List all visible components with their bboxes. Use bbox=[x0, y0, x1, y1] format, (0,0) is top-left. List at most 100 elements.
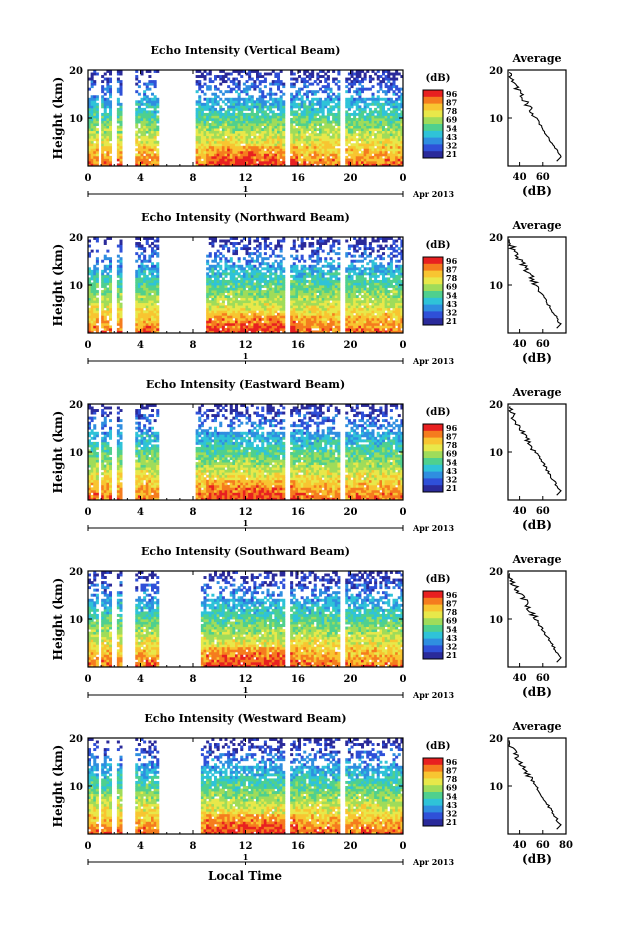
heatmap-cell bbox=[208, 242, 212, 245]
heatmap-cell bbox=[140, 120, 144, 124]
heatmap-cell bbox=[337, 295, 341, 299]
heatmap-cell bbox=[240, 118, 244, 121]
heatmap-cell bbox=[229, 315, 233, 319]
heatmap-cell bbox=[313, 264, 317, 268]
heatmap-cell bbox=[227, 105, 231, 109]
heatmap-cell bbox=[219, 239, 223, 243]
heatmap-cell bbox=[224, 312, 228, 316]
heatmap-cell bbox=[219, 290, 223, 293]
x-tick-label: 16 bbox=[291, 173, 305, 184]
heatmap-cell bbox=[151, 310, 155, 314]
heatmap-cell bbox=[261, 330, 265, 334]
heatmap-cell bbox=[332, 274, 336, 278]
heatmap-cell bbox=[240, 285, 244, 288]
heatmap-cell bbox=[298, 87, 302, 91]
heatmap-cell bbox=[300, 310, 304, 314]
heatmap-cell bbox=[334, 322, 338, 326]
heatmap-cell bbox=[313, 322, 317, 326]
heatmap-cell bbox=[290, 85, 294, 89]
heatmap-cell bbox=[216, 302, 220, 306]
heatmap-cell bbox=[295, 118, 299, 121]
heatmap-cell bbox=[382, 112, 386, 116]
heatmap-cell bbox=[382, 97, 386, 101]
heatmap-cell bbox=[145, 285, 149, 288]
heatmap-cell bbox=[153, 252, 157, 256]
heatmap-cell bbox=[263, 282, 267, 286]
heatmap-cell bbox=[355, 70, 359, 73]
heatmap-cell bbox=[263, 292, 267, 296]
heatmap-cell bbox=[279, 264, 283, 268]
heatmap-cell bbox=[156, 305, 160, 309]
heatmap-cell bbox=[203, 128, 207, 132]
heatmap-cell bbox=[337, 155, 341, 159]
heatmap-cell bbox=[256, 130, 260, 134]
heatmap-cell bbox=[261, 105, 265, 109]
heatmap-cell bbox=[303, 290, 307, 293]
heatmap-cell bbox=[200, 143, 204, 147]
heatmap-cell bbox=[195, 160, 199, 164]
heatmap-cell bbox=[240, 307, 244, 311]
heatmap-cell bbox=[119, 272, 123, 276]
heatmap-cell bbox=[298, 272, 302, 276]
heatmap-cell bbox=[305, 267, 309, 271]
heatmap-cell bbox=[119, 145, 123, 149]
heatmap-cell bbox=[321, 128, 325, 132]
heatmap-cell bbox=[237, 143, 241, 147]
heatmap-cell bbox=[116, 320, 120, 324]
heatmap-cell bbox=[109, 112, 113, 116]
heatmap-cell bbox=[137, 85, 141, 89]
heatmap-cell bbox=[274, 307, 278, 311]
heatmap-cell bbox=[235, 330, 239, 334]
heatmap-cell bbox=[116, 244, 120, 248]
heatmap-cell bbox=[321, 120, 325, 124]
heatmap-cell bbox=[109, 267, 113, 271]
heatmap-cell bbox=[334, 150, 338, 154]
heatmap-cell bbox=[211, 272, 215, 276]
heatmap-cell bbox=[137, 325, 141, 329]
heatmap-cell bbox=[305, 110, 309, 114]
heatmap-cell bbox=[358, 130, 362, 134]
heatmap-cell bbox=[135, 110, 139, 114]
heatmap-cell bbox=[347, 160, 351, 164]
heatmap-cell bbox=[250, 297, 254, 301]
heatmap-cell bbox=[250, 267, 254, 271]
heatmap-cell bbox=[337, 163, 341, 167]
heatmap-cell bbox=[334, 158, 338, 162]
heatmap-cell bbox=[261, 267, 265, 271]
heatmap-cell bbox=[347, 145, 351, 149]
heatmap-cell bbox=[103, 279, 107, 283]
heatmap-cell bbox=[93, 123, 97, 126]
heatmap-cell bbox=[229, 307, 233, 311]
heatmap-cell bbox=[88, 102, 92, 106]
heatmap-cell bbox=[119, 325, 123, 329]
heatmap-cell bbox=[311, 272, 315, 276]
heatmap-cell bbox=[358, 118, 362, 121]
heatmap-cell bbox=[253, 320, 257, 324]
heatmap-cell bbox=[253, 277, 257, 281]
heatmap-cell bbox=[374, 140, 378, 144]
heatmap-cell bbox=[148, 110, 152, 114]
heatmap-cell bbox=[305, 237, 309, 240]
heatmap-cell bbox=[143, 277, 147, 281]
heatmap-cell bbox=[95, 138, 99, 142]
heatmap-cell bbox=[389, 130, 393, 134]
heatmap-cell bbox=[290, 130, 294, 134]
heatmap-cell bbox=[271, 305, 275, 309]
heatmap-cell bbox=[371, 102, 375, 106]
heatmap-cell bbox=[256, 102, 260, 106]
heatmap-cell bbox=[279, 143, 283, 147]
heatmap-cell bbox=[88, 158, 92, 162]
heatmap-cell bbox=[332, 287, 336, 291]
heatmap-cell bbox=[319, 155, 323, 159]
heatmap-cell bbox=[232, 138, 236, 142]
heatmap-cell bbox=[311, 315, 315, 319]
heatmap-cell bbox=[148, 257, 152, 261]
heatmap-cell bbox=[242, 257, 246, 261]
heatmap-cell bbox=[151, 242, 155, 245]
heatmap-cell bbox=[321, 297, 325, 301]
heatmap-cell bbox=[384, 148, 388, 152]
heatmap-cell bbox=[295, 325, 299, 329]
heatmap-cell bbox=[358, 95, 362, 99]
heatmap-cell bbox=[350, 158, 354, 162]
heatmap-cell bbox=[101, 330, 105, 334]
